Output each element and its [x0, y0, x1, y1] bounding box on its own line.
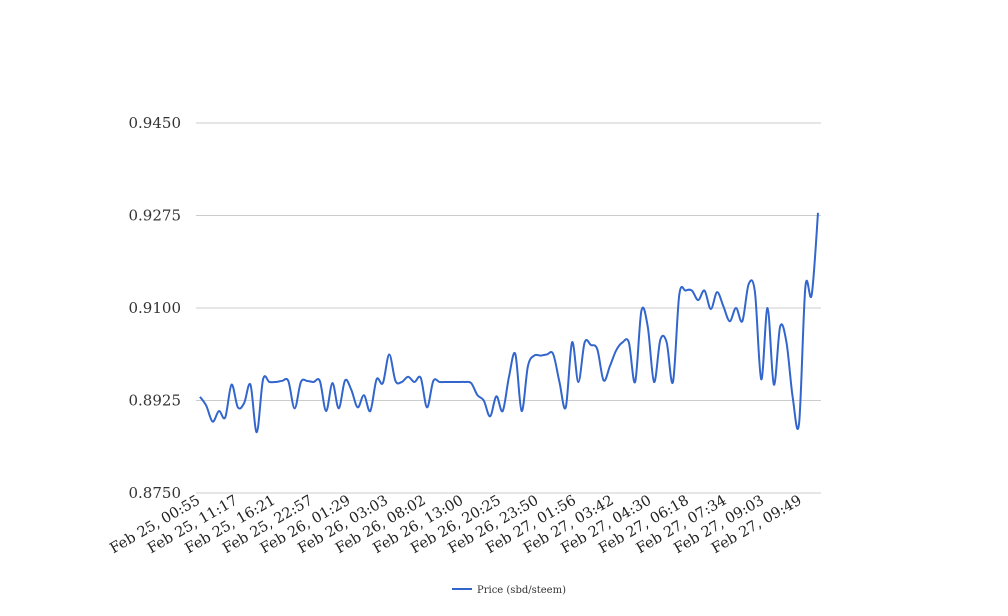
gridlines: [196, 122, 821, 494]
y-axis-ticks: 0.8750 0.8925 0.9100 0.9275 0.9450: [129, 114, 182, 502]
y-tick-label: 0.9100: [129, 299, 182, 317]
y-tick-label: 0.9450: [129, 114, 182, 132]
legend: Price (sbd/steem): [452, 585, 566, 596]
legend-label: Price (sbd/steem): [477, 585, 566, 596]
y-tick-label: 0.8925: [129, 392, 182, 410]
y-tick-label: 0.9275: [129, 207, 182, 225]
y-tick-label: 0.8750: [129, 484, 182, 502]
series-layer: [199, 212, 819, 434]
series-line: [199, 212, 819, 434]
